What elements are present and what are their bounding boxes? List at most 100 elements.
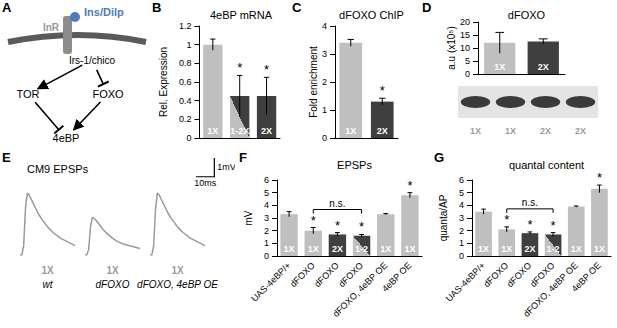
svg-text:*: *: [407, 178, 412, 193]
svg-text:dFOXO: dFOXO: [312, 260, 341, 289]
svg-text:1-2X: 1-2X: [230, 126, 249, 136]
svg-text:1X: 1X: [308, 244, 319, 254]
svg-text:0.6: 0.6: [179, 77, 192, 87]
svg-text:1X: 1X: [404, 244, 415, 254]
svg-text:TOR: TOR: [16, 88, 39, 100]
svg-text:2X: 2X: [261, 126, 272, 136]
svg-text:3: 3: [264, 213, 269, 223]
svg-text:InR: InR: [43, 22, 60, 33]
svg-text:2X: 2X: [575, 126, 586, 136]
svg-text:dFOXO, 4eBP OE: dFOXO, 4eBP OE: [137, 279, 218, 290]
svg-text:0: 0: [322, 133, 327, 143]
svg-text:4eBP OE: 4eBP OE: [380, 260, 413, 293]
svg-text:2: 2: [322, 77, 327, 87]
svg-text:dFOXO: dFOXO: [96, 279, 130, 290]
svg-text:2X: 2X: [540, 126, 551, 136]
svg-text:1: 1: [322, 105, 327, 115]
svg-text:UAS-4eBP/+: UAS-4eBP/+: [249, 260, 292, 303]
svg-text:1X: 1X: [505, 126, 516, 136]
svg-text:1X: 1X: [380, 244, 391, 254]
svg-text:a.u (x10⁵): a.u (x10⁵): [446, 26, 457, 70]
svg-text:10: 10: [460, 43, 470, 53]
svg-text:1: 1: [264, 238, 269, 248]
svg-text:dFOXO, 4eBP OE: dFOXO, 4eBP OE: [331, 260, 390, 319]
svg-text:15: 15: [460, 30, 470, 40]
svg-text:1X: 1X: [41, 265, 54, 276]
svg-text:2: 2: [459, 226, 464, 236]
svg-text:EPSPs: EPSPs: [337, 159, 372, 171]
svg-text:*: *: [551, 218, 556, 233]
svg-text:3: 3: [322, 49, 327, 59]
svg-text:0: 0: [459, 251, 464, 261]
svg-text:1X: 1X: [345, 126, 356, 136]
svg-text:0.4: 0.4: [179, 96, 192, 106]
svg-text:Irs-1/chico: Irs-1/chico: [69, 55, 116, 66]
svg-text:1X: 1X: [171, 265, 184, 276]
svg-text:Ins/Dilp: Ins/Dilp: [84, 6, 124, 18]
svg-text:1X: 1X: [284, 244, 295, 254]
svg-text:FOXO: FOXO: [92, 88, 124, 100]
svg-text:4: 4: [264, 200, 269, 210]
svg-text:4eBP OE: 4eBP OE: [570, 260, 603, 293]
svg-text:1X: 1X: [106, 265, 119, 276]
svg-text:dFOXO: dFOXO: [508, 9, 546, 21]
svg-text:4: 4: [459, 200, 464, 210]
svg-text:1mV: 1mV: [217, 162, 235, 172]
svg-text:quantal content: quantal content: [509, 159, 584, 171]
svg-text:Fold enrichment: Fold enrichment: [308, 46, 319, 118]
svg-text:mV: mV: [243, 210, 254, 225]
svg-text:4eBP mRNA: 4eBP mRNA: [210, 9, 273, 21]
svg-text:*: *: [504, 212, 509, 227]
svg-text:*: *: [359, 219, 364, 234]
svg-text:*: *: [380, 83, 385, 98]
svg-text:n.s.: n.s.: [329, 198, 345, 209]
svg-text:1X: 1X: [494, 62, 505, 72]
svg-text:CM9 EPSPs: CM9 EPSPs: [27, 163, 89, 175]
svg-text:*: *: [264, 62, 269, 77]
svg-text:*: *: [311, 213, 316, 228]
svg-text:0: 0: [186, 133, 191, 143]
svg-text:0: 0: [264, 251, 269, 261]
svg-text:1.2: 1.2: [179, 21, 192, 31]
svg-text:2X: 2X: [377, 126, 388, 136]
svg-text:*: *: [335, 218, 340, 233]
svg-text:1-2: 1-2: [355, 244, 368, 254]
svg-text:Rel. Expression: Rel. Expression: [158, 47, 169, 117]
svg-text:1: 1: [186, 40, 191, 50]
svg-text:1-2: 1-2: [547, 244, 560, 254]
svg-text:4: 4: [322, 21, 327, 31]
svg-text:1X: 1X: [207, 126, 218, 136]
svg-text:dFOXO: dFOXO: [482, 260, 511, 289]
svg-text:5: 5: [264, 188, 269, 198]
svg-text:20: 20: [460, 17, 470, 27]
svg-text:5: 5: [465, 56, 470, 66]
svg-text:0.2: 0.2: [179, 114, 192, 124]
svg-text:4eBP: 4eBP: [53, 132, 80, 144]
svg-text:2X: 2X: [524, 244, 535, 254]
svg-text:6: 6: [459, 175, 464, 185]
svg-text:dFOXO ChIP: dFOXO ChIP: [339, 9, 404, 21]
svg-text:1: 1: [459, 238, 464, 248]
svg-text:3: 3: [459, 213, 464, 223]
svg-text:1X: 1X: [470, 126, 481, 136]
svg-text:2X: 2X: [538, 62, 549, 72]
svg-text:0: 0: [465, 69, 470, 79]
svg-text:wt: wt: [43, 279, 54, 290]
svg-text:n.s.: n.s.: [522, 197, 538, 208]
svg-text:1X: 1X: [478, 244, 489, 254]
svg-text:2: 2: [264, 226, 269, 236]
svg-text:*: *: [237, 60, 242, 75]
svg-text:dFOXO: dFOXO: [505, 260, 534, 289]
svg-text:1X: 1X: [571, 244, 582, 254]
svg-text:10ms: 10ms: [194, 178, 217, 188]
svg-text:6: 6: [264, 175, 269, 185]
svg-text:1X: 1X: [594, 244, 605, 254]
svg-text:*: *: [527, 217, 532, 232]
svg-text:*: *: [597, 170, 602, 185]
svg-text:quanta/AP: quanta/AP: [438, 194, 449, 241]
svg-text:5: 5: [459, 188, 464, 198]
svg-text:2X: 2X: [332, 244, 343, 254]
svg-text:0.8: 0.8: [179, 58, 192, 68]
svg-text:1X: 1X: [501, 244, 512, 254]
svg-text:dFOXO: dFOXO: [288, 260, 317, 289]
